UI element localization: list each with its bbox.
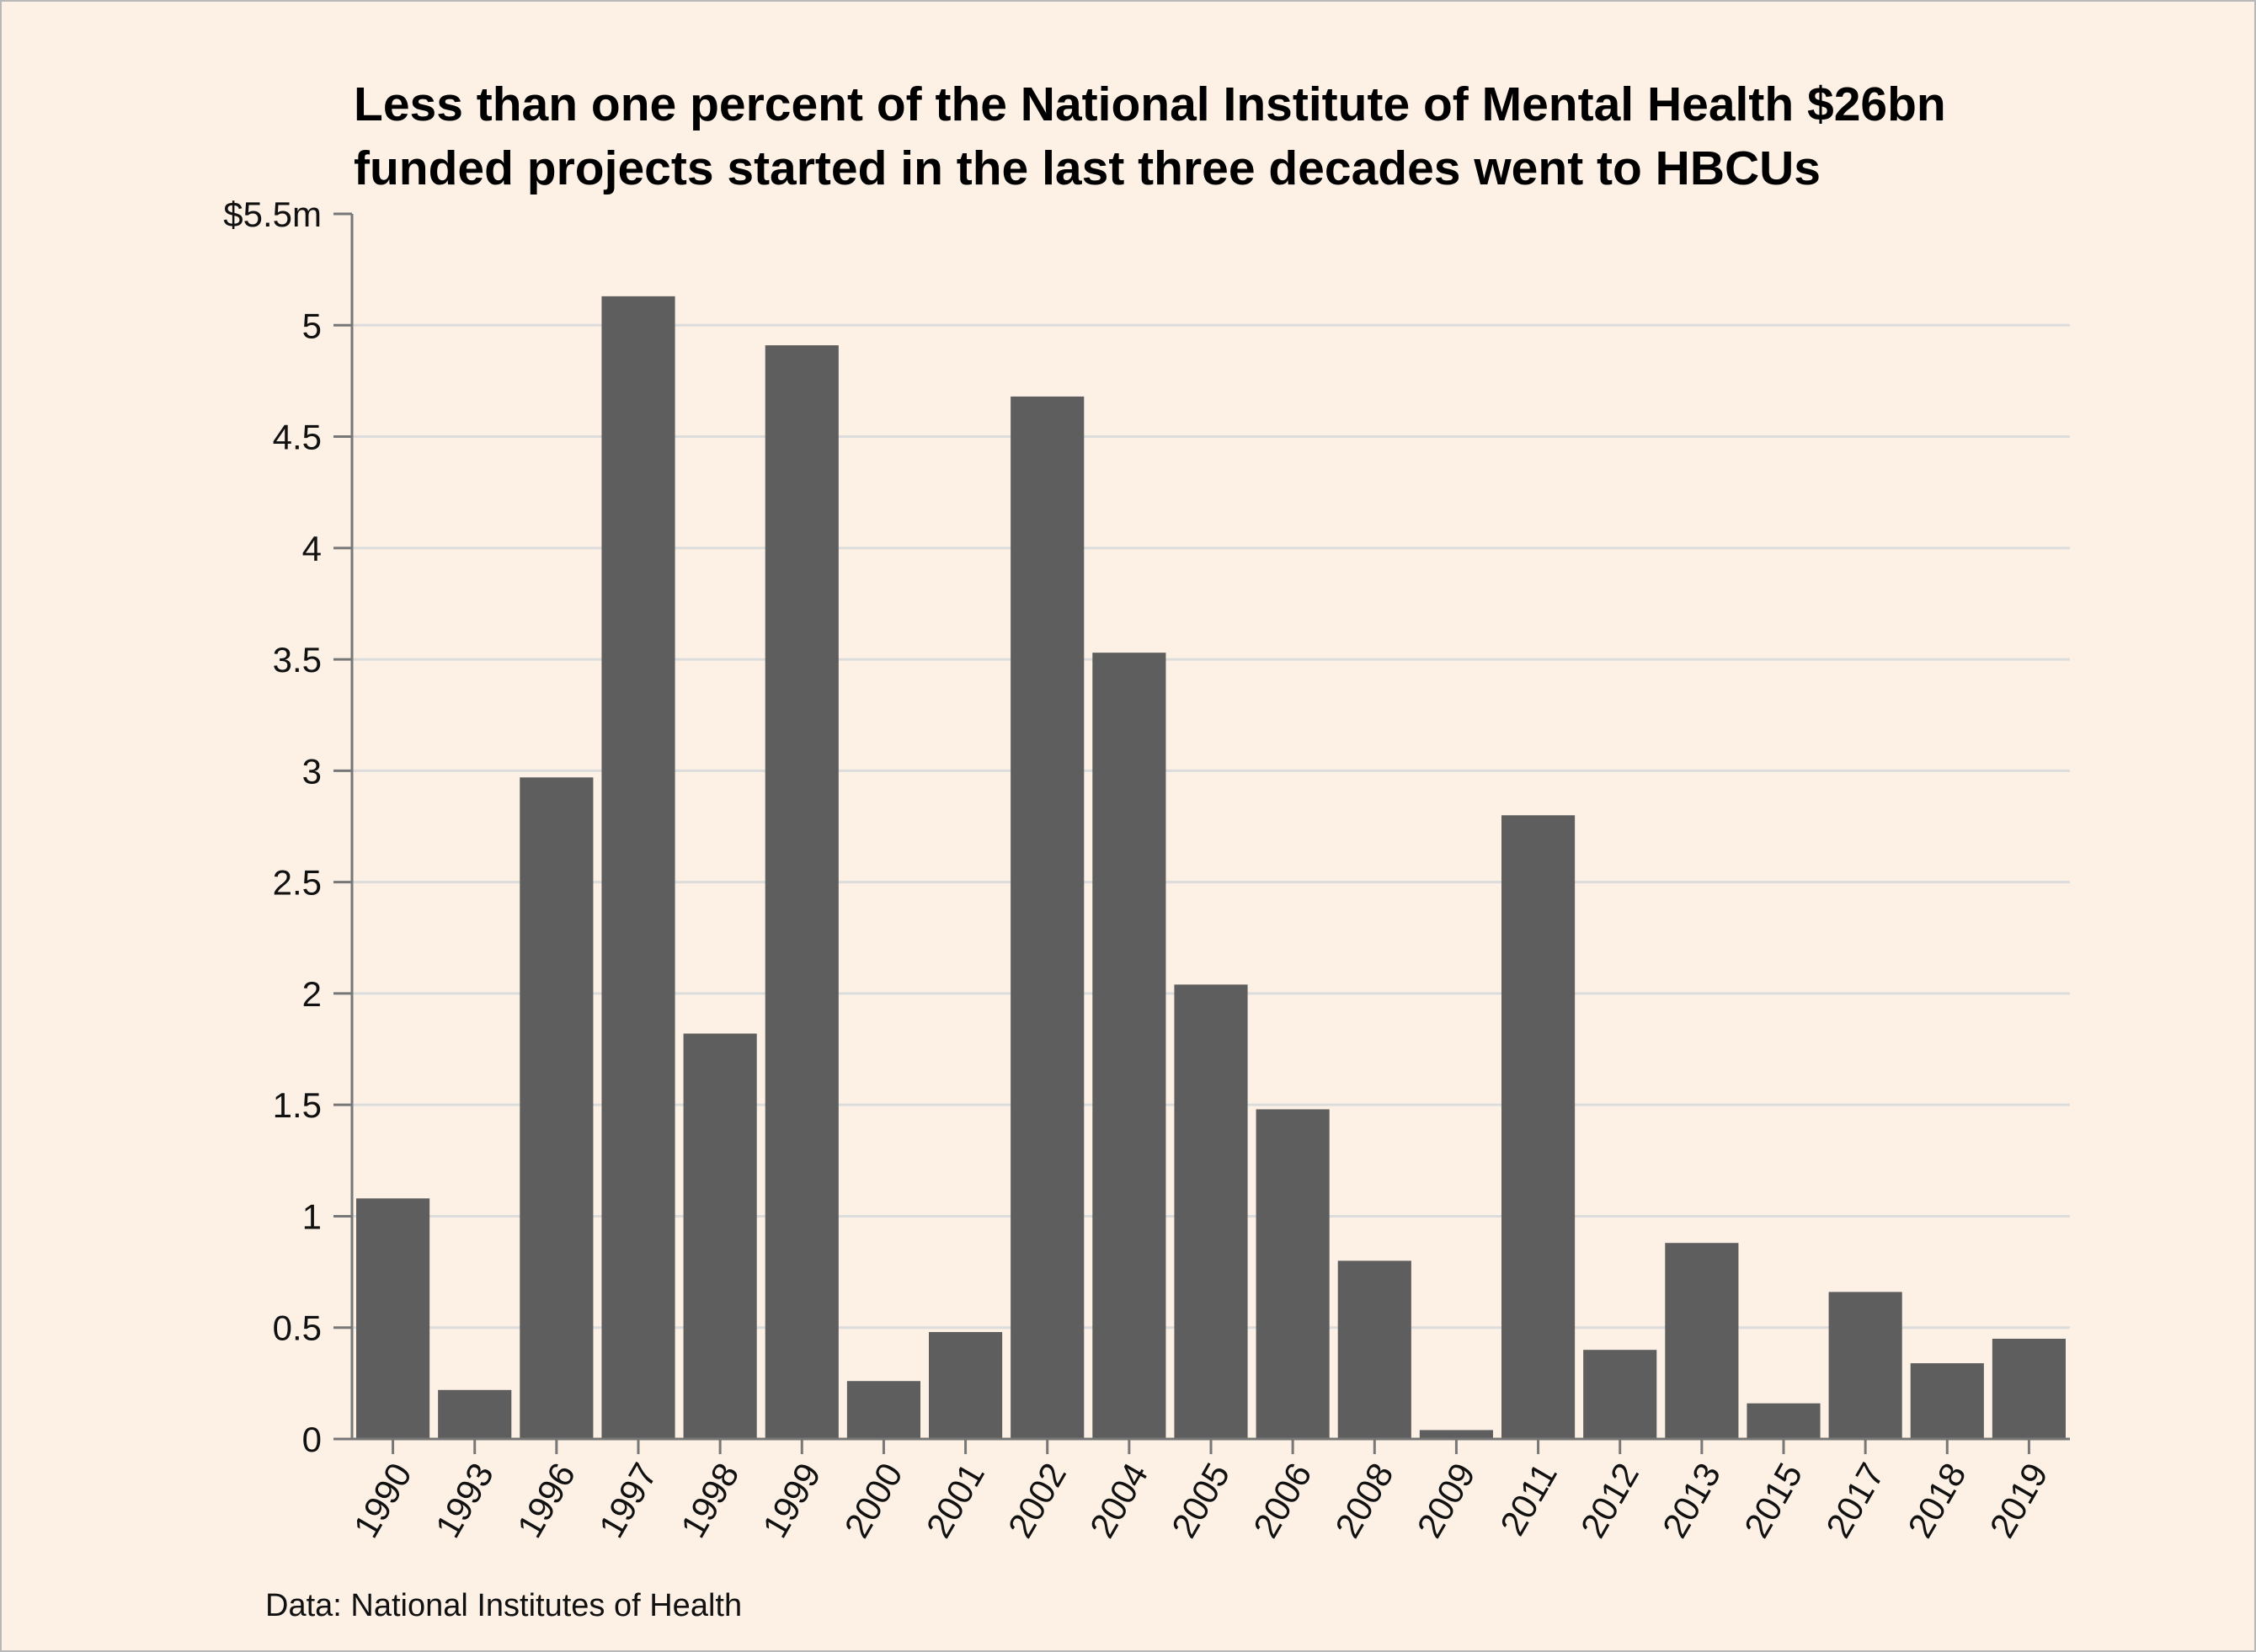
bar-2008	[1337, 1260, 1411, 1439]
y-tick-label: 3	[302, 751, 322, 791]
x-tick-label: 2017	[1818, 1457, 1891, 1544]
bar-2009	[1419, 1430, 1493, 1439]
x-tick-label: 1997	[591, 1457, 664, 1544]
y-tick-label: 1.5	[273, 1085, 322, 1125]
bar-1996	[520, 777, 594, 1439]
y-tick-label: 4	[302, 529, 322, 568]
bar-2012	[1583, 1350, 1657, 1439]
bar-1998	[683, 1033, 757, 1439]
bar-2004	[1092, 653, 1166, 1439]
chart-title-line-1: Less than one percent of the National In…	[354, 77, 1946, 131]
y-tick-label: 1	[302, 1196, 322, 1236]
bar-2002	[1011, 396, 1085, 1440]
y-tick-label: 2	[302, 974, 322, 1014]
bar-1990	[356, 1198, 430, 1439]
x-tick-label: 2004	[1082, 1457, 1155, 1544]
bar-1993	[438, 1389, 512, 1439]
x-tick-label: 1999	[755, 1457, 828, 1544]
x-tick-label: 2015	[1736, 1457, 1810, 1544]
y-tick-label: 0.5	[273, 1308, 322, 1348]
bar-2019	[1992, 1338, 2066, 1439]
y-tick-label: 2.5	[273, 863, 322, 903]
x-tick-label: 2018	[1900, 1457, 1973, 1544]
bar-2015	[1747, 1403, 1821, 1439]
y-tick-label: 0	[302, 1420, 322, 1459]
x-tick-label: 2000	[836, 1457, 909, 1544]
axes	[333, 212, 2070, 1454]
source-note: Data: National Institutes of Health	[265, 1588, 743, 1623]
x-tick-label: 2001	[919, 1457, 992, 1544]
bar-2000	[846, 1381, 920, 1439]
x-tick-label: 1993	[428, 1457, 501, 1544]
y-tick-label: 5	[302, 306, 322, 345]
y-tick-label: 3.5	[273, 640, 322, 679]
x-tick-label: 2008	[1327, 1457, 1400, 1544]
chart-title-line-2: funded projects started in the last thre…	[354, 141, 1821, 195]
x-tick-label: 2006	[1245, 1457, 1319, 1544]
x-tick-label: 1990	[346, 1457, 419, 1544]
bars	[356, 296, 2066, 1440]
x-tick-label: 1998	[673, 1457, 746, 1544]
x-tick-label: 2019	[1981, 1457, 2055, 1544]
bar-2018	[1910, 1363, 1984, 1439]
x-tick-label: 2009	[1409, 1457, 1482, 1544]
y-tick-label: $5.5m	[223, 195, 322, 234]
x-tick-label: 2012	[1573, 1457, 1646, 1544]
x-tick-label: 1996	[509, 1457, 583, 1544]
x-tick-label: 2011	[1492, 1457, 1565, 1543]
x-tick-label: 2002	[1000, 1457, 1074, 1544]
bar-1997	[601, 296, 675, 1439]
bar-2001	[929, 1332, 1003, 1439]
bar-2011	[1501, 815, 1576, 1439]
bar-2006	[1256, 1109, 1330, 1439]
bar-2005	[1174, 984, 1248, 1439]
y-tick-label: 4.5	[273, 418, 322, 457]
bar-2013	[1665, 1243, 1739, 1439]
x-tick-label: 2013	[1655, 1457, 1728, 1544]
chart-title: Less than one percent of the National In…	[354, 72, 2206, 200]
bar-1999	[765, 345, 839, 1440]
bar-2017	[1828, 1292, 1902, 1439]
x-tick-label: 2005	[1164, 1457, 1237, 1544]
